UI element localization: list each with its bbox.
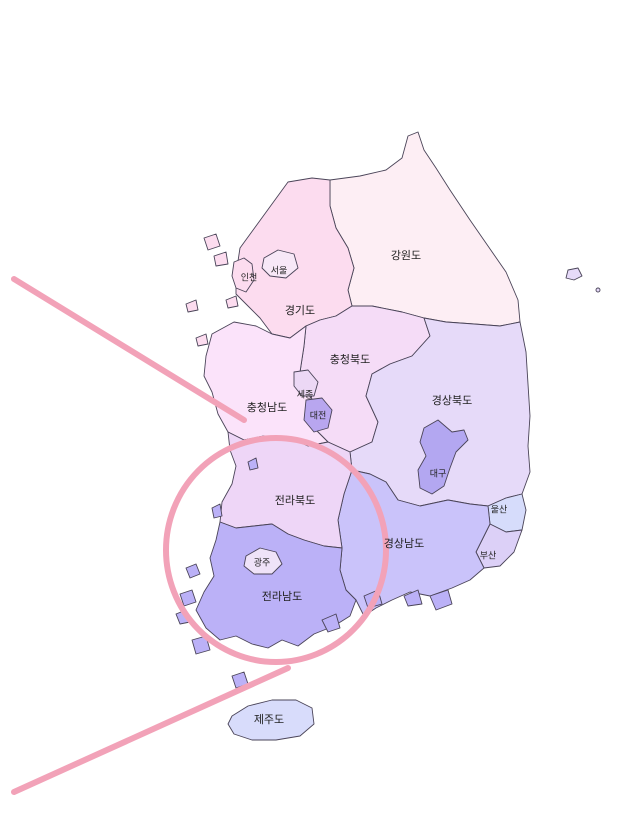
- region-daejeon[interactable]: [303, 397, 333, 433]
- label-chungbuk: 충청북도: [330, 353, 370, 366]
- label-gyeonggi: 경기도: [285, 304, 315, 317]
- label-jeonbuk: 전라북도: [275, 494, 315, 507]
- label-daejeon: 대전: [310, 411, 327, 422]
- label-seoul: 서울: [271, 266, 288, 277]
- region-seoul[interactable]: [261, 249, 299, 279]
- west-coast-islands: [185, 233, 239, 347]
- label-gangwon: 강원도: [391, 249, 421, 262]
- dokdo-island: [595, 287, 601, 293]
- region-jeju[interactable]: [227, 699, 315, 741]
- region-incheon[interactable]: [231, 257, 255, 293]
- region-gwangju[interactable]: [243, 547, 283, 575]
- label-busan: 부산: [480, 551, 497, 562]
- region-gangwon[interactable]: [329, 131, 521, 327]
- label-daegu: 대구: [430, 469, 447, 480]
- ulleungdo-island: [565, 267, 583, 281]
- label-jeju: 제주도: [254, 713, 284, 726]
- region-daegu[interactable]: [417, 419, 469, 495]
- region-sejong[interactable]: [293, 369, 319, 397]
- highlight-line-lower: [11, 665, 291, 795]
- region-jeonnam[interactable]: [195, 521, 357, 649]
- label-ulsan: 울산: [491, 505, 508, 516]
- label-gwangju: 광주: [254, 557, 271, 569]
- label-gyeongnam: 경상남도: [384, 537, 424, 550]
- highlight-line-upper: [11, 276, 247, 423]
- label-jeonnam: 전라남도: [262, 590, 302, 603]
- label-chungnam: 충청남도: [247, 401, 287, 414]
- highlight-circle: [163, 435, 389, 665]
- label-sejong: 세종: [297, 390, 314, 401]
- label-incheon: 인천: [241, 273, 258, 284]
- label-gyeongbuk: 경상북도: [432, 394, 472, 407]
